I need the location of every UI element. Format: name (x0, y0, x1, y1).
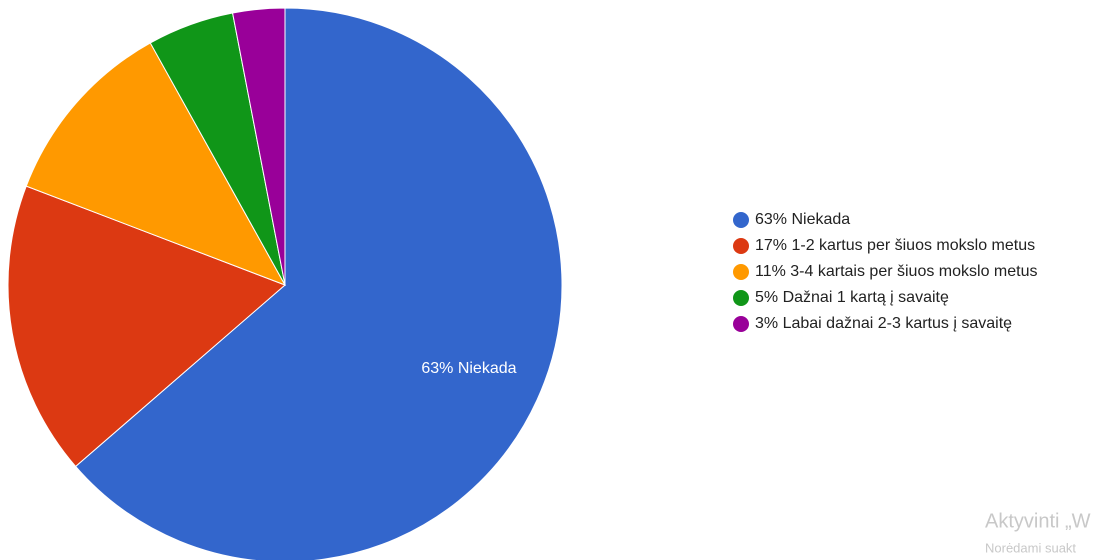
legend-label: 5% Dažnai 1 kartą į savaitę (755, 289, 949, 306)
legend-label: 3% Labai dažnai 2-3 kartus į savaitę (755, 315, 1012, 332)
legend-marker (733, 212, 749, 228)
legend-marker (733, 238, 749, 254)
pie-slice (231, 7, 286, 286)
legend-marker (733, 264, 749, 280)
pie-slice (7, 185, 286, 468)
legend-label: 17% 1-2 kartus per šiuos mokslo metus (755, 237, 1035, 254)
legend-label: 11% 3-4 kartais per šiuos mokslo metus (755, 263, 1037, 280)
legend-label: 63% Niekada (755, 211, 850, 228)
watermark: Norėdami suakt (985, 540, 1076, 555)
watermark: Aktyvinti „W (985, 510, 1091, 532)
slice-label: 63% Niekada (421, 360, 516, 377)
pie-slice (74, 7, 563, 560)
legend-marker (733, 290, 749, 306)
legend-marker (733, 316, 749, 332)
pie-slice (25, 42, 287, 286)
